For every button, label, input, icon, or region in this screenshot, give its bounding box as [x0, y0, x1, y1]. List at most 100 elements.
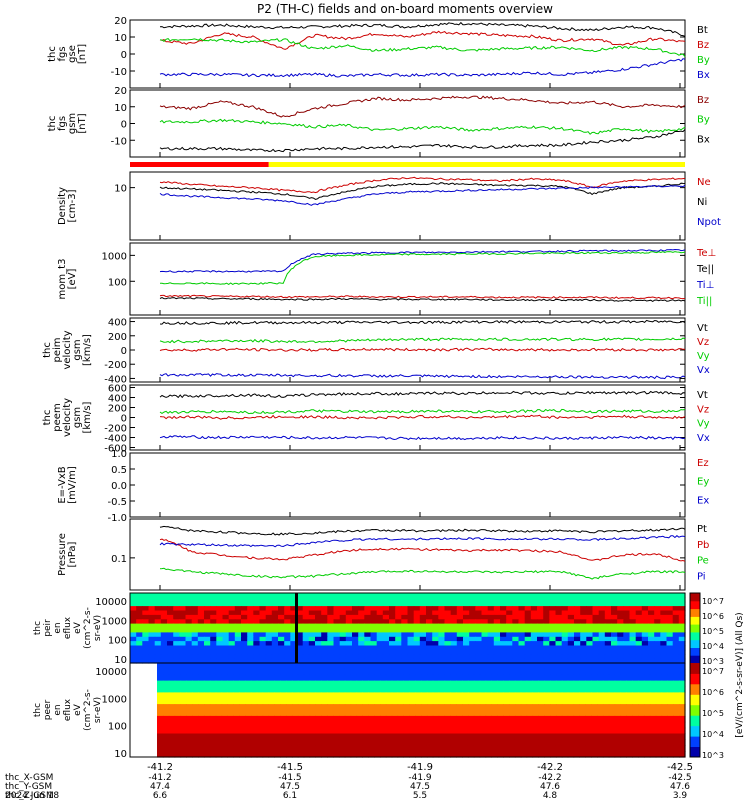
colorbar-swatch: [690, 608, 700, 617]
spectrogram-cell: [543, 601, 550, 607]
spectrogram-cell: [537, 641, 544, 647]
spectrogram-cell: [356, 663, 363, 670]
spectrogram-cell: [432, 649, 439, 655]
spectrogram-cell: [579, 751, 586, 758]
spectrogram-cell: [555, 739, 563, 746]
spectrogram-cell: [413, 619, 421, 625]
spectrogram-cell: [597, 692, 604, 699]
spectrogram-cell: [308, 601, 316, 607]
colorbar-tick-label: 10^6: [702, 612, 724, 621]
spectrogram-cell: [271, 645, 279, 651]
spectrogram-cell: [379, 727, 387, 735]
spectrogram-cell: [678, 614, 686, 620]
spectrogram-cell: [136, 632, 143, 638]
spectrogram-cell: [391, 674, 399, 682]
spectrogram-cell: [491, 715, 498, 723]
spectrogram-cell: [413, 658, 421, 664]
spectrogram-cell: [315, 610, 322, 616]
spectrogram-cell: [338, 663, 346, 670]
spectrogram-cell: [487, 641, 495, 647]
spectrogram-cell: [500, 623, 507, 629]
spectrogram-cell: [592, 658, 600, 664]
spectrogram-cell: [493, 614, 501, 620]
spectrogram-cell: [481, 597, 489, 603]
spectrogram-cell: [555, 623, 563, 629]
spectrogram-cell: [385, 680, 393, 688]
spectrogram-cell: [678, 606, 686, 612]
spectrogram-cell: [368, 692, 375, 699]
spectrogram-cell: [654, 597, 661, 603]
spectrogram-cell: [679, 733, 686, 740]
spectrogram-cell: [620, 710, 627, 717]
spectrogram-cell: [362, 680, 369, 688]
spectrogram-cell: [509, 698, 516, 705]
spectrogram-cell: [524, 619, 532, 625]
legend-entry: Ni: [697, 197, 707, 208]
spectrogram-cell: [333, 606, 341, 612]
spectrogram-cell: [598, 636, 606, 642]
spectrogram-cell: [192, 686, 199, 693]
spectrogram-cell: [234, 654, 242, 660]
spectrogram-cell: [308, 623, 316, 629]
spectrogram-cell: [608, 745, 616, 752]
series-line-By: [159, 38, 686, 58]
spectrogram-cell: [591, 721, 598, 729]
spectrogram-cell: [614, 692, 622, 699]
spectrogram-cell: [327, 715, 334, 723]
spectrogram-cell: [327, 641, 335, 647]
spectrogram-cell: [432, 751, 440, 758]
spectrogram-cell: [506, 628, 513, 633]
spectrogram-cell: [604, 658, 612, 664]
spectrogram-cell: [358, 658, 365, 664]
spectrogram-cell: [222, 654, 230, 660]
spectrogram-cell: [179, 601, 187, 607]
spectrogram-cell: [302, 623, 310, 629]
spectrogram-cell: [426, 721, 434, 729]
spectrogram-cell: [604, 636, 612, 642]
spectrogram-cell: [679, 721, 686, 729]
spectrogram-cell: [654, 619, 661, 625]
spectrogram-cell: [532, 698, 539, 705]
spectrogram-cell: [608, 727, 616, 735]
spectrogram-cell: [485, 739, 492, 746]
spectrogram-cell: [268, 715, 275, 723]
spectrogram-cell: [469, 619, 476, 625]
spectrogram-cell: [679, 668, 686, 676]
spectrogram-cell: [617, 593, 624, 598]
spectrogram-cell: [666, 619, 674, 625]
spectrogram-cell: [374, 721, 381, 729]
spectrogram-cell: [179, 628, 187, 633]
spectrogram-cell: [157, 668, 164, 676]
spectrogram-cell: [673, 745, 680, 752]
spectrogram-cell: [608, 710, 616, 717]
spectrogram-cell: [421, 733, 428, 740]
spectrogram-cell: [315, 686, 322, 693]
spectrogram-cell: [401, 606, 409, 612]
spectrogram-cell: [462, 710, 469, 717]
spectrogram-cell: [679, 751, 686, 758]
spectrogram-cell: [555, 733, 563, 740]
spectrogram-cell: [456, 751, 463, 758]
y-axis-label: Density: [57, 187, 68, 225]
spectrogram-cell: [379, 692, 387, 699]
spectrogram-cell: [296, 601, 304, 607]
spectrogram-cell: [629, 610, 637, 616]
spectrogram-cell: [635, 636, 643, 642]
spectrogram-cell: [438, 733, 446, 740]
y-tick-label: -400: [104, 374, 127, 385]
spectrogram-cell: [247, 636, 254, 642]
spectrogram-cell: [432, 632, 439, 638]
spectrogram-cell: [296, 606, 304, 612]
spectrogram-cell: [450, 649, 458, 655]
spectrogram-cell: [426, 641, 433, 647]
spectrogram-cell: [197, 636, 205, 642]
spectrogram-cell: [626, 686, 633, 693]
spectrogram-cell: [485, 704, 492, 711]
spectrogram-cell: [203, 668, 211, 676]
spectrogram-cell: [586, 632, 594, 638]
spectrogram-cell: [673, 698, 680, 705]
spectrogram-cell: [197, 649, 205, 655]
spectrogram-cell: [544, 686, 551, 693]
spectrogram-cell: [426, 692, 434, 699]
